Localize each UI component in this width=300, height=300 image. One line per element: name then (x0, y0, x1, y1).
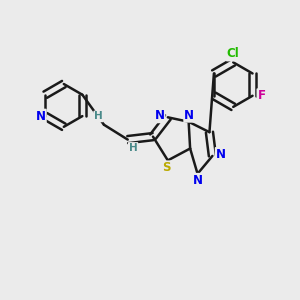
Text: N: N (216, 148, 226, 161)
Text: S: S (162, 161, 171, 174)
Text: H: H (94, 111, 103, 122)
Text: F: F (257, 89, 266, 102)
Text: Cl: Cl (227, 47, 240, 61)
Text: N: N (184, 109, 194, 122)
Text: N: N (36, 110, 46, 123)
Text: H: H (129, 143, 137, 153)
Text: N: N (154, 109, 164, 122)
Text: N: N (193, 174, 203, 187)
